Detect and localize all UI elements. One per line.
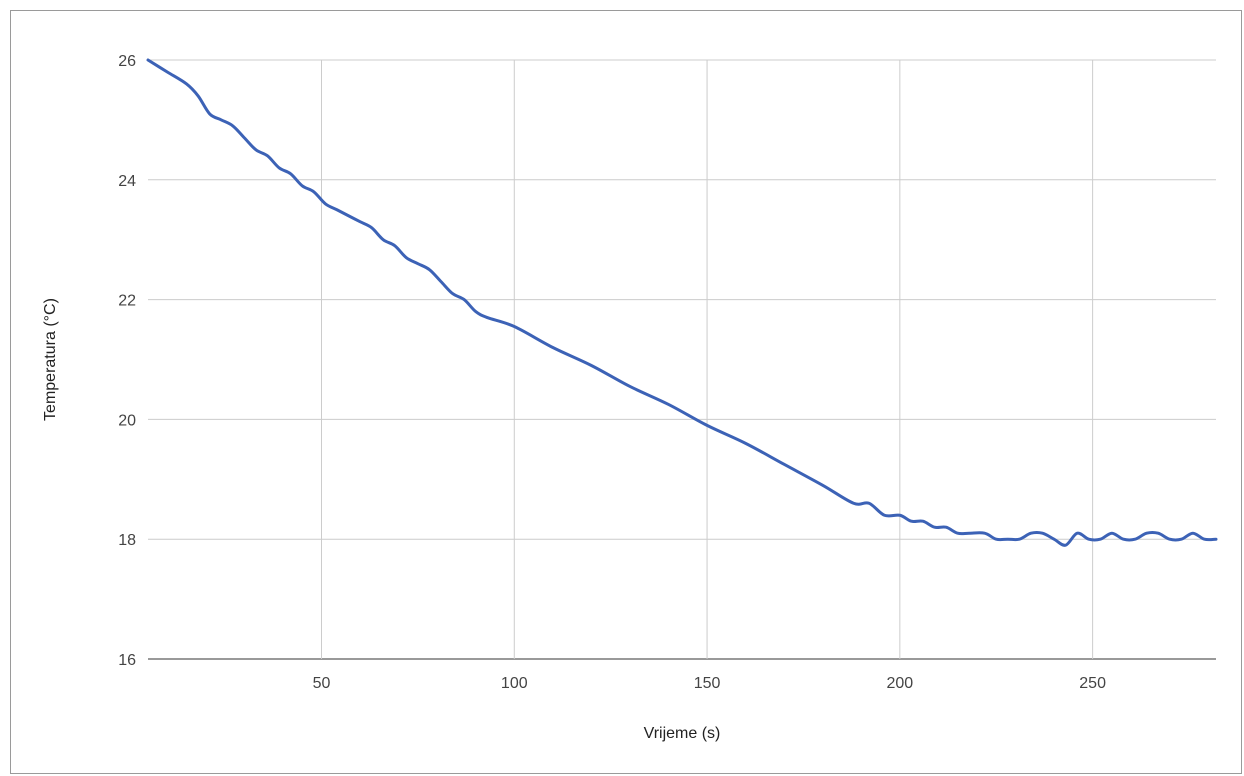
series-line-0	[146, 58, 1218, 547]
y-tick-label: 16	[118, 652, 136, 669]
y-tick-label: 26	[118, 53, 136, 70]
y-tick-label: 22	[118, 293, 136, 310]
x-tick-label: 150	[694, 675, 721, 692]
y-tick-label: 20	[118, 412, 136, 429]
y-tick-label: 18	[118, 532, 136, 549]
x-tick-label: 50	[313, 675, 331, 692]
chart-frame: 50 100 150 200 250 16 18 20 22 24 26 Vrijeme (s) …	[10, 10, 1242, 774]
x-tick-label: 200	[886, 675, 913, 692]
x-axis-title: Vrijeme (s)	[644, 725, 721, 742]
x-tick-label: 250	[1079, 675, 1106, 692]
y-tick-label: 24	[118, 173, 136, 190]
plot-area	[146, 58, 1218, 547]
grid	[148, 59, 1216, 660]
x-tick-label: 100	[501, 675, 528, 692]
y-axis-title: Temperatura (°C)	[42, 298, 59, 421]
y-axis-ticks: 16 18 20 22 24 26	[118, 53, 136, 669]
x-axis-ticks: 50 100 150 200 250	[313, 675, 1106, 692]
